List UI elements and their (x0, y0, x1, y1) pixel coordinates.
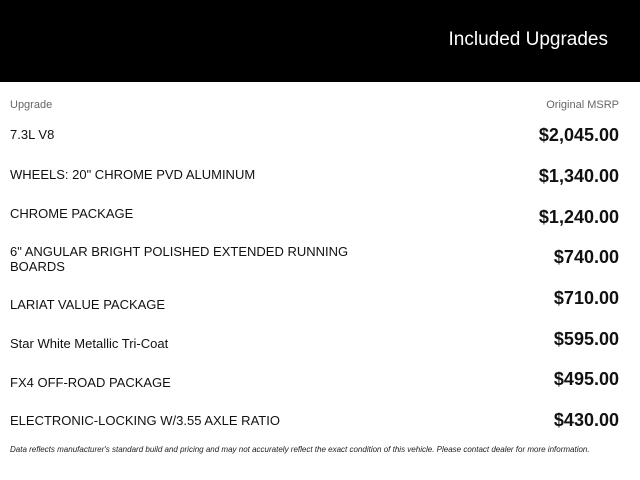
column-header-msrp: Original MSRP (546, 99, 619, 111)
upgrade-price: $595.00 (553, 329, 619, 349)
upgrade-price: $495.00 (553, 369, 619, 389)
upgrade-name: WHEELS: 20" CHROME PVD ALUMINUM (10, 167, 256, 182)
upgrade-name: CHROME PACKAGE (10, 206, 134, 221)
upgrade-name: Star White Metallic Tri-Coat (10, 336, 169, 351)
header-bar: Included Upgrades (0, 0, 640, 82)
upgrade-price: $2,045.00 (538, 125, 619, 145)
upgrade-name: 6" ANGULAR BRIGHT POLISHED EXTENDED RUNN… (10, 244, 349, 274)
upgrade-price: $740.00 (553, 247, 619, 267)
column-header-upgrade: Upgrade (10, 99, 53, 111)
upgrade-name: FX4 OFF-ROAD PACKAGE (10, 375, 171, 390)
disclaimer-text: Data reflects manufacturer's standard bu… (10, 445, 590, 454)
upgrade-name: ELECTRONIC-LOCKING W/3.55 AXLE RATIO (10, 413, 280, 428)
upgrade-price: $430.00 (553, 410, 619, 430)
upgrade-name: LARIAT VALUE PACKAGE (10, 297, 166, 312)
upgrade-price: $710.00 (553, 288, 619, 308)
page-title: Included Upgrades (448, 29, 609, 50)
upgrade-name: 7.3L V8 (10, 127, 55, 142)
upgrade-price: $1,340.00 (538, 166, 619, 186)
upgrade-price: $1,240.00 (538, 207, 619, 227)
